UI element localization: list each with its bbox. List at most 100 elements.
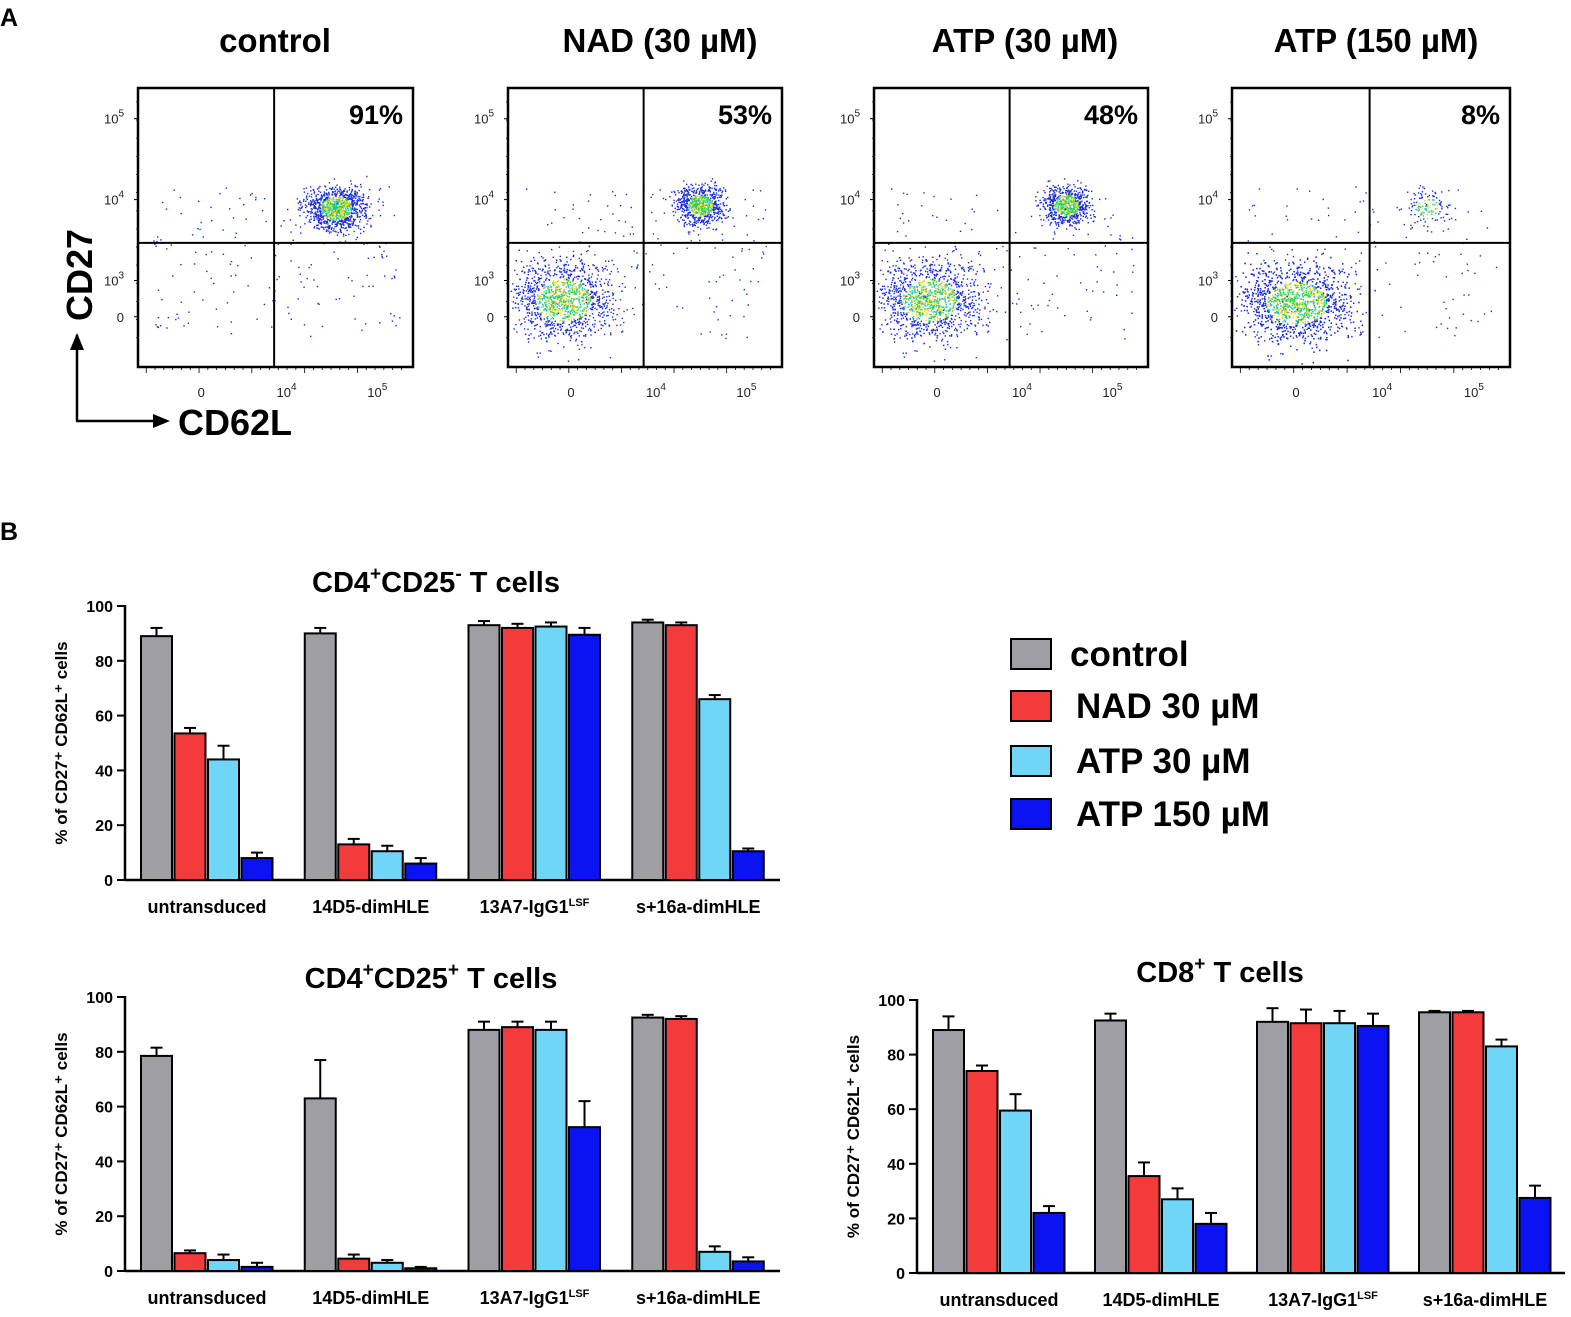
bar [1127, 1175, 1161, 1274]
legend-label: NAD 30 µM [1076, 687, 1260, 726]
bar [240, 1265, 274, 1273]
flow-cytometry-panel: control 91% 105 104 103 0 0 104 105 NAD (30 µM) 53… [59, 22, 1512, 443]
x-tick-label: 104 [646, 382, 666, 400]
bar [207, 1259, 240, 1273]
category-label: 14D5-dimHLE [312, 897, 429, 917]
chart-title: CD4+CD25+ T cells [305, 960, 558, 995]
bar [467, 624, 501, 881]
bar [1418, 1011, 1451, 1274]
bar [1161, 1198, 1194, 1275]
quadrant-percent: 48% [1084, 100, 1138, 130]
bar [534, 625, 568, 881]
legend: control NAD 30 µM ATP 30 µM ATP 150 µM [1010, 635, 1270, 834]
bar [501, 626, 534, 881]
bar [932, 1029, 965, 1275]
category-label: 14D5-dimHLE [1102, 1290, 1219, 1310]
bar [337, 1257, 371, 1273]
bar [1194, 1222, 1228, 1274]
bar [568, 1126, 601, 1273]
y-tick-label: 103 [104, 271, 124, 289]
y-arrow-head [70, 333, 84, 350]
y-axis-label-cd27: CD27 [59, 229, 100, 321]
x-tick-label: 0 [1292, 385, 1299, 400]
bar [664, 624, 698, 881]
category-label: 13A7-IgG1LSF [1268, 1290, 1378, 1310]
category-label: untransduced [147, 1288, 266, 1308]
bar [731, 1260, 765, 1273]
category-label: s+16a-dimHLE [636, 897, 761, 917]
y-tick-label: 80 [887, 1048, 905, 1065]
x-tick-label: 104 [1372, 382, 1392, 400]
flow-dots [1234, 185, 1498, 365]
flow-dots [153, 175, 401, 338]
x-arrow-head [153, 414, 170, 428]
quadrant-percent: 53% [718, 100, 772, 130]
flow-plot-4: ATP (150 µM) 8% 105 104 103 0 0 104 105 [1198, 22, 1512, 400]
flow-dots [876, 178, 1135, 362]
bar [173, 732, 207, 881]
x-tick-label: 0 [933, 385, 940, 400]
y-tick-label: 100 [878, 993, 905, 1010]
bar [1032, 1211, 1066, 1274]
y-tick-label: 20 [887, 1211, 905, 1228]
bar [731, 850, 765, 881]
x-tick-label: 104 [276, 382, 296, 400]
bar-charts-panel: CD4+CD25- T cells % of CD27⁺ CD62L⁺ cells… [52, 564, 1565, 1310]
category-label: s+16a-dimHLE [1423, 1290, 1548, 1310]
y-tick-label: 80 [95, 1045, 113, 1062]
flow-plot-1: control 91% 105 104 103 0 0 104 105 [104, 22, 415, 400]
panel-a-label: A [0, 4, 18, 32]
x-tick-label: 0 [198, 385, 205, 400]
flow-plot-frame [136, 86, 415, 369]
y-tick-label: 105 [1198, 109, 1218, 127]
bar [1323, 1022, 1356, 1275]
x-tick-label: 104 [1012, 382, 1032, 400]
flow-plot-frame [872, 86, 1150, 369]
flow-plot-2: NAD (30 µM) 53% 105 104 103 0 0 104 105 [474, 22, 784, 400]
y-tick-label: 0 [104, 1264, 113, 1281]
axis-orientation-arrows: CD27 CD62L [59, 229, 292, 443]
legend-label: control [1070, 635, 1189, 674]
category-label: untransduced [147, 897, 266, 917]
bar [1485, 1045, 1518, 1275]
bar [140, 1054, 173, 1273]
category-label: 14D5-dimHLE [312, 1288, 429, 1308]
y-tick-label: 104 [1198, 190, 1218, 208]
legend-swatch [1010, 690, 1052, 722]
category-label: 13A7-IgG1LSF [480, 1288, 590, 1308]
y-tick-label: 60 [95, 1100, 113, 1117]
flow-plot-frame [1230, 86, 1512, 369]
bar [631, 1016, 665, 1272]
bar [370, 1261, 404, 1273]
bar [404, 1267, 438, 1273]
x-tick-label: 105 [1102, 382, 1122, 400]
y-tick-label: 103 [1198, 271, 1218, 289]
flow-plot-title: NAD (30 µM) [562, 22, 757, 59]
y-axis-label: % of CD27⁺ CD62L⁺ cells [52, 641, 71, 844]
x-tick-label: 105 [367, 382, 387, 400]
chart-title: CD4+CD25- T cells [312, 564, 560, 599]
legend-swatch [1010, 638, 1052, 670]
y-tick-label: 100 [86, 599, 113, 616]
quadrant-percent: 8% [1461, 100, 1500, 130]
y-tick-label: 40 [95, 763, 113, 780]
y-axis-label: % of CD27⁺ CD62L⁺ cells [52, 1032, 71, 1235]
legend-item-2: NAD 30 µM [1010, 687, 1260, 726]
bar [370, 850, 404, 881]
bar [173, 1252, 207, 1272]
y-axis-label: % of CD27⁺ CD62L⁺ cells [844, 1035, 863, 1238]
legend-item-4: ATP 150 µM [1010, 795, 1270, 834]
y-tick-label: 100 [86, 990, 113, 1007]
x-tick-label: 105 [1464, 382, 1484, 400]
flow-plot-title: ATP (150 µM) [1274, 22, 1479, 59]
bar [1094, 1019, 1127, 1274]
bar [1451, 1011, 1485, 1274]
bar [240, 857, 274, 882]
quadrant-percent: 91% [349, 100, 403, 130]
legend-label: ATP 150 µM [1076, 795, 1270, 834]
bar [1289, 1022, 1323, 1275]
bar [140, 635, 173, 882]
bar [1518, 1196, 1552, 1275]
category-label: s+16a-dimHLE [636, 1288, 761, 1308]
y-tick-label: 60 [95, 709, 113, 726]
